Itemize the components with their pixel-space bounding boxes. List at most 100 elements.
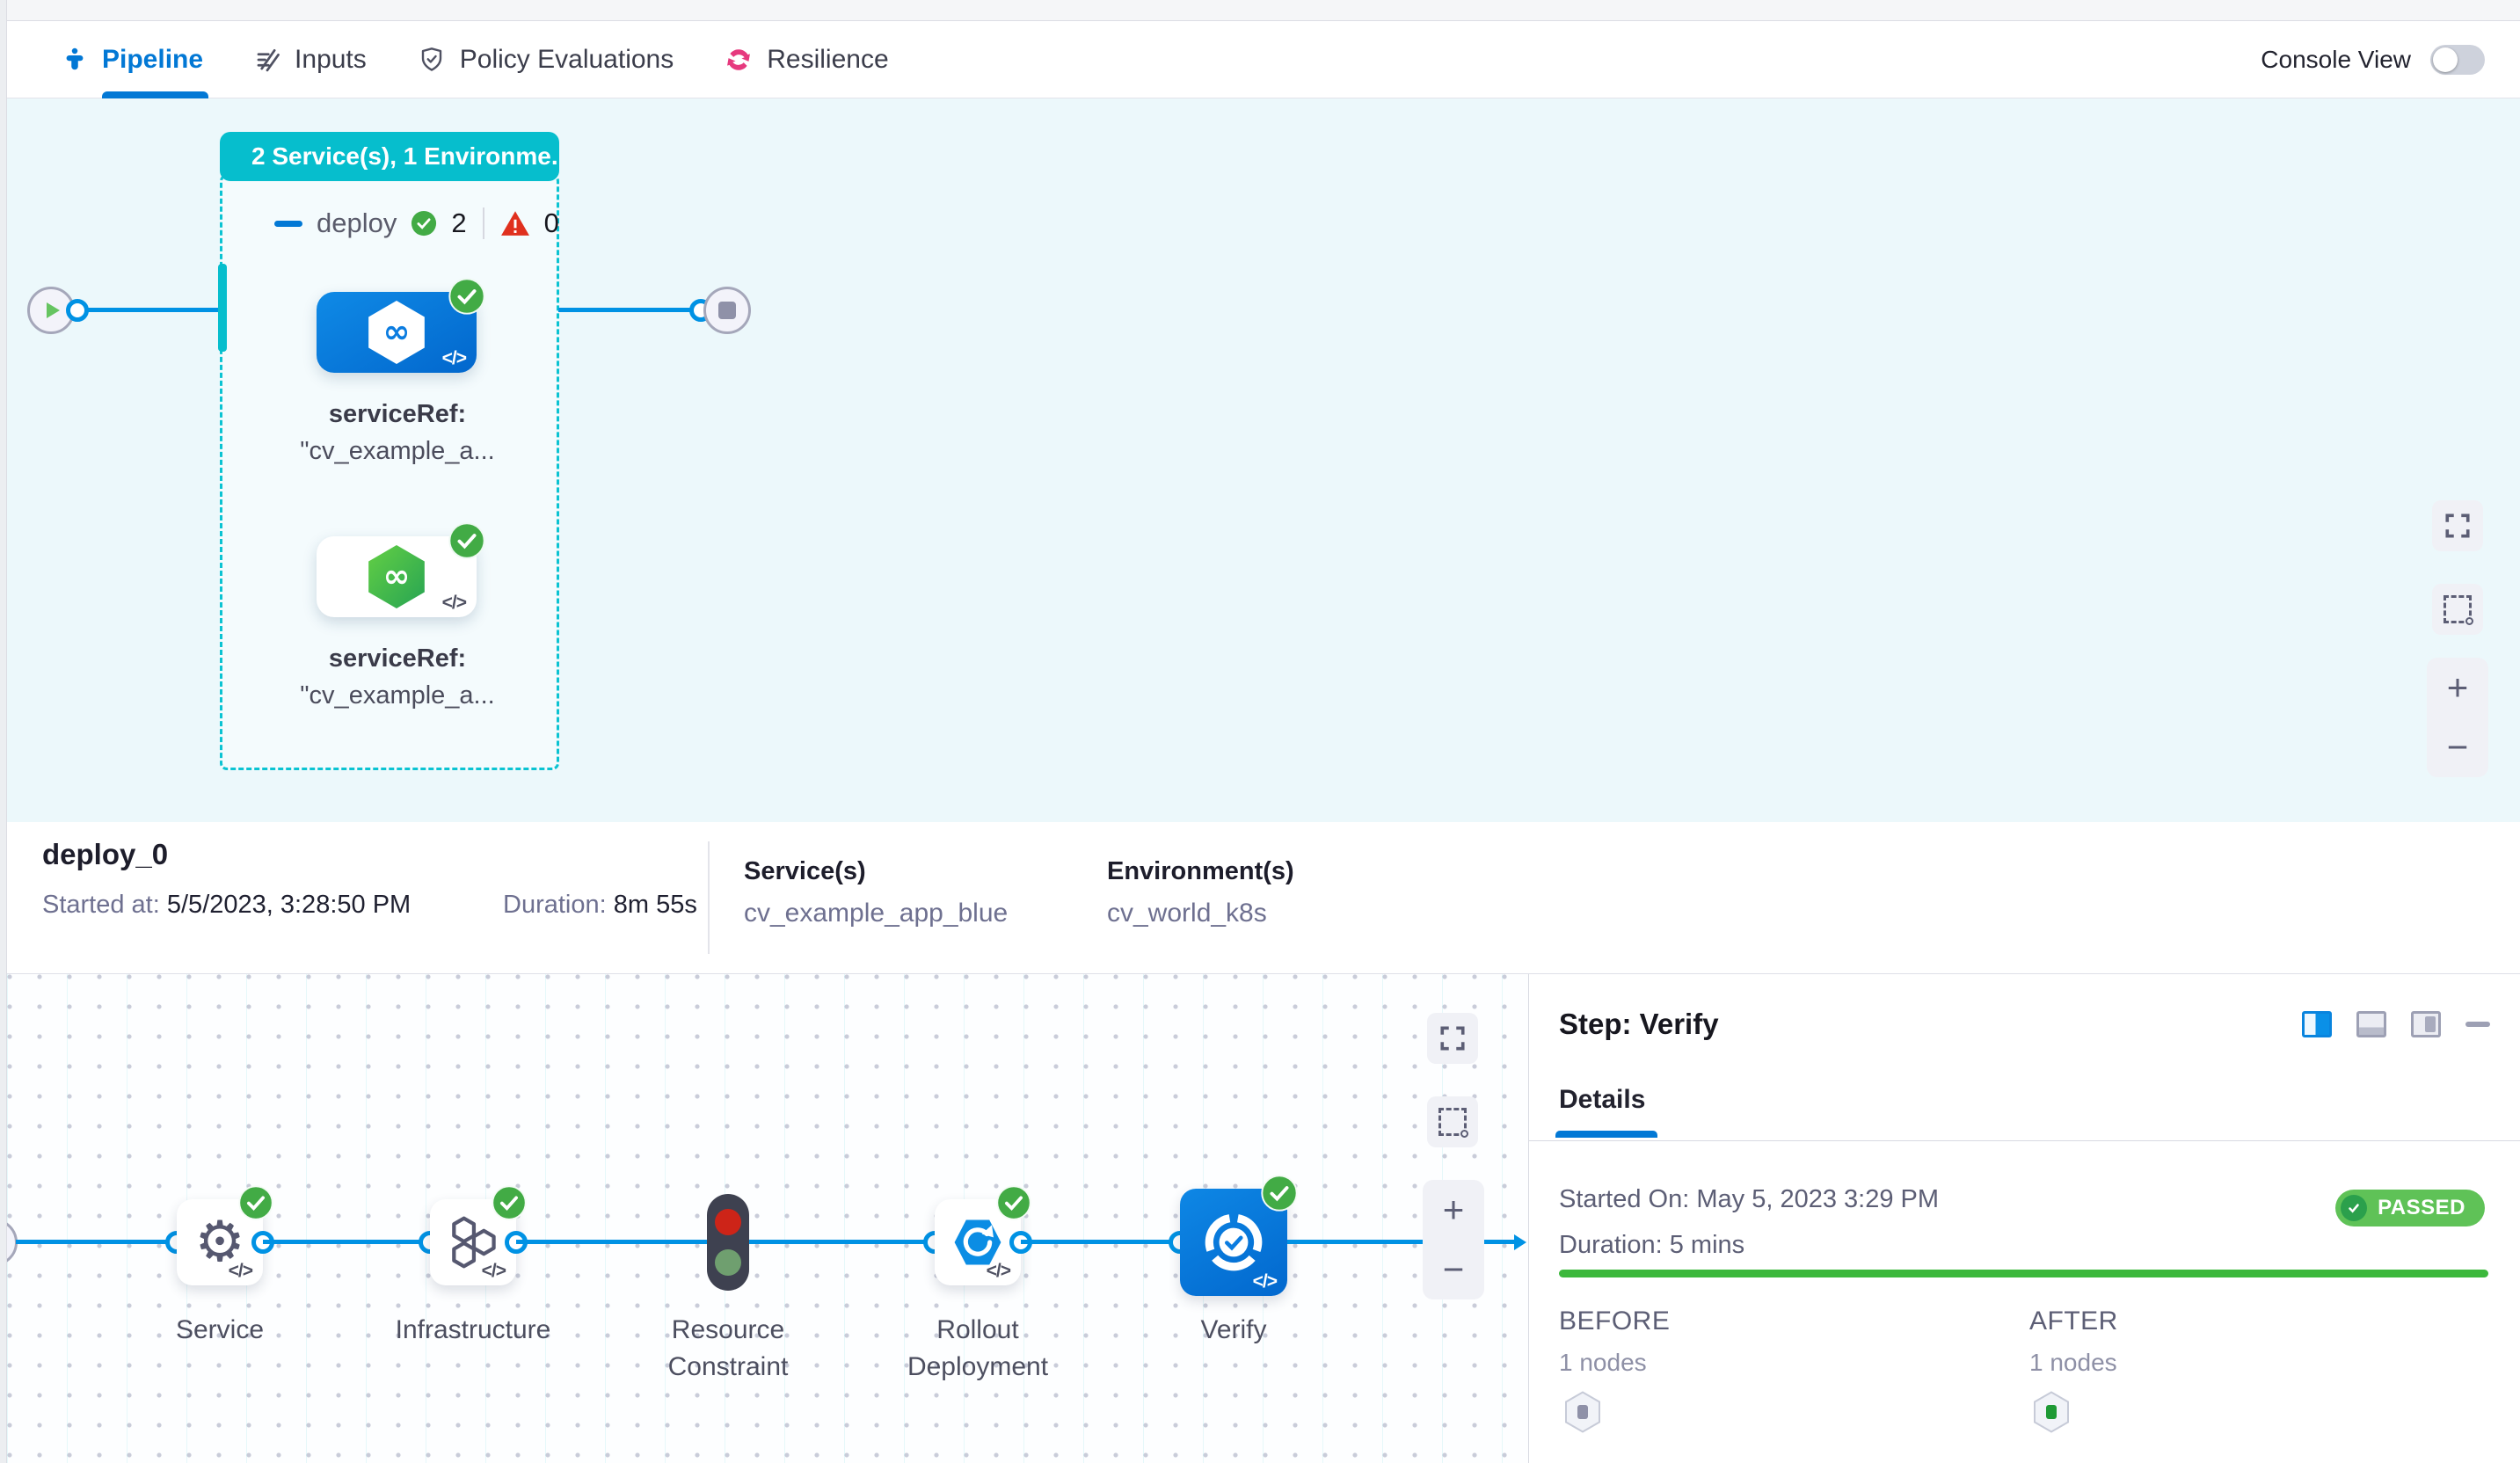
resilience-chaos-icon [727, 49, 751, 70]
step-node-verify[interactable]: </> [1180, 1175, 1298, 1296]
layout-split-right-button[interactable] [2302, 1011, 2332, 1037]
success-badge-icon [448, 278, 485, 315]
before-node-hexagon[interactable] [1564, 1391, 1601, 1433]
after-label: AFTER [2029, 1307, 2118, 1336]
tab-pipeline[interactable]: Pipeline [56, 21, 209, 98]
service-node-1[interactable]: ∞ </> [317, 278, 485, 373]
play-icon [47, 302, 60, 318]
connector-line [16, 1240, 177, 1244]
service-node-2[interactable]: ∞ </> [317, 522, 485, 617]
stage-status-row[interactable]: deploy 2 0 [274, 207, 559, 239]
execution-step-canvas[interactable]: ⚙ </> Service </> Infrastructure Resourc… [7, 974, 1528, 1463]
success-badge-icon [238, 1185, 273, 1220]
duration-line: Duration: 8m 55s [503, 891, 697, 920]
stage-title: deploy_0 [42, 838, 169, 870]
harness-service-icon: ∞ [368, 545, 425, 608]
deploy-stage-group[interactable]: 2 Service(s), 1 Environme... deploy 2 0 … [218, 132, 559, 770]
tab-resilience-label: Resilience [767, 45, 889, 74]
failure-warning-icon [500, 211, 529, 236]
minimize-panel-button[interactable] [2465, 1022, 2490, 1027]
success-badge-icon [1261, 1175, 1298, 1212]
connector-line [263, 1240, 430, 1244]
divider [708, 841, 710, 954]
step-label-rollout-deployment: Rollout Deployment [907, 1315, 1049, 1381]
tab-inputs-label: Inputs [295, 45, 367, 74]
fullscreen-button[interactable] [1427, 1013, 1478, 1064]
gear-icon: ⚙ [194, 1210, 245, 1275]
active-tab-underline [102, 91, 209, 98]
before-label: BEFORE [1559, 1307, 1671, 1336]
svg-text:∞: ∞ [383, 312, 411, 350]
pipeline-icon [66, 47, 84, 70]
stop-icon [718, 302, 736, 319]
marquee-icon [1438, 1108, 1468, 1138]
connector-line [558, 308, 701, 312]
stage-matrix-badge[interactable]: 2 Service(s), 1 Environme... [220, 132, 559, 181]
step-node-infrastructure[interactable]: </> [430, 1185, 527, 1285]
infrastructure-hexagons-icon [452, 1216, 496, 1269]
divider [482, 207, 484, 239]
stage-name: deploy [317, 207, 397, 238]
step-started-on: Started On: May 5, 2023 3:29 PM [1559, 1185, 1940, 1213]
tab-inputs[interactable]: Inputs [249, 21, 372, 98]
zoom-in-button[interactable]: + [1442, 1189, 1465, 1230]
started-at-label: Started at: [42, 891, 160, 919]
top-strip [7, 0, 2520, 21]
marquee-select-button[interactable] [1427, 1096, 1478, 1147]
stage-summary-bar: deploy_0 Started at: 5/5/2023, 3:28:50 P… [7, 822, 2520, 974]
connector-port [66, 299, 89, 322]
pipeline-stage-canvas[interactable]: 2 Service(s), 1 Environme... deploy 2 0 … [7, 98, 2520, 822]
panel-tab-bar: Details [1529, 1078, 2520, 1141]
stage-left-accent [218, 264, 227, 352]
fullscreen-button[interactable] [2432, 500, 2483, 551]
execution-tab-bar: Pipeline Inputs Policy Evaluations [7, 0, 2520, 98]
layout-floating-button[interactable] [2411, 1011, 2441, 1037]
services-column: Service(s) cv_example_app_blue [744, 857, 1008, 928]
service-ref-key: serviceRef: [328, 400, 467, 428]
traffic-light-red [715, 1208, 741, 1235]
code-icon: </> [481, 1261, 506, 1281]
code-icon: </> [986, 1261, 1011, 1281]
code-icon: </> [228, 1261, 253, 1281]
code-icon: </> [441, 593, 467, 613]
connector-line [1287, 1240, 1518, 1244]
step-node-rollout-deployment[interactable]: </> [935, 1185, 1031, 1285]
zoom-in-button[interactable]: + [2446, 666, 2469, 708]
success-badge-icon [448, 522, 485, 559]
collapse-icon[interactable] [274, 220, 302, 227]
rollout-deployment-icon [954, 1219, 1001, 1265]
after-node-hexagon[interactable] [2033, 1391, 2070, 1433]
success-badge-icon [996, 1185, 1031, 1220]
service-node-1-label: serviceRef: "cv_example_a... [230, 396, 564, 469]
tab-resilience[interactable]: Resilience [719, 21, 893, 98]
service-ref-value: "cv_example_a... [300, 437, 495, 465]
step-node-resource-constraint[interactable] [707, 1194, 749, 1291]
pipeline-end-node [703, 287, 751, 334]
tab-policy-evaluations-label: Policy Evaluations [459, 45, 674, 74]
toggle-knob [2433, 47, 2458, 72]
zoom-out-button[interactable]: − [2446, 726, 2469, 768]
step-node-service[interactable]: ⚙ </> [177, 1185, 273, 1285]
status-badge-label: PASSED [2378, 1196, 2465, 1219]
verify-icon [1205, 1213, 1263, 1271]
tab-details[interactable]: Details [1555, 1085, 1658, 1138]
environments-column: Environment(s) cv_world_k8s [1107, 857, 1294, 928]
connector-line [516, 1240, 707, 1244]
tab-policy-evaluations[interactable]: Policy Evaluations [412, 21, 679, 98]
console-view-toggle[interactable] [2430, 45, 2485, 75]
success-check-icon [412, 210, 437, 237]
shield-check-icon [421, 47, 441, 71]
connector-arrow [1514, 1234, 1526, 1250]
layout-bottom-button[interactable] [2356, 1011, 2386, 1037]
failure-count: 0 [543, 207, 559, 238]
tab-pipeline-label: Pipeline [102, 45, 204, 74]
services-label: Service(s) [744, 857, 866, 885]
step-label-verify: Verify [1200, 1315, 1267, 1344]
services-value: cv_example_app_blue [744, 899, 1009, 928]
connector-line [1021, 1240, 1180, 1244]
zoom-out-button[interactable]: − [1442, 1248, 1465, 1290]
marquee-select-button[interactable] [2432, 584, 2483, 635]
environments-value: cv_world_k8s [1107, 899, 1267, 928]
inputs-icon [257, 49, 280, 72]
duration-label: Duration: [503, 891, 607, 919]
